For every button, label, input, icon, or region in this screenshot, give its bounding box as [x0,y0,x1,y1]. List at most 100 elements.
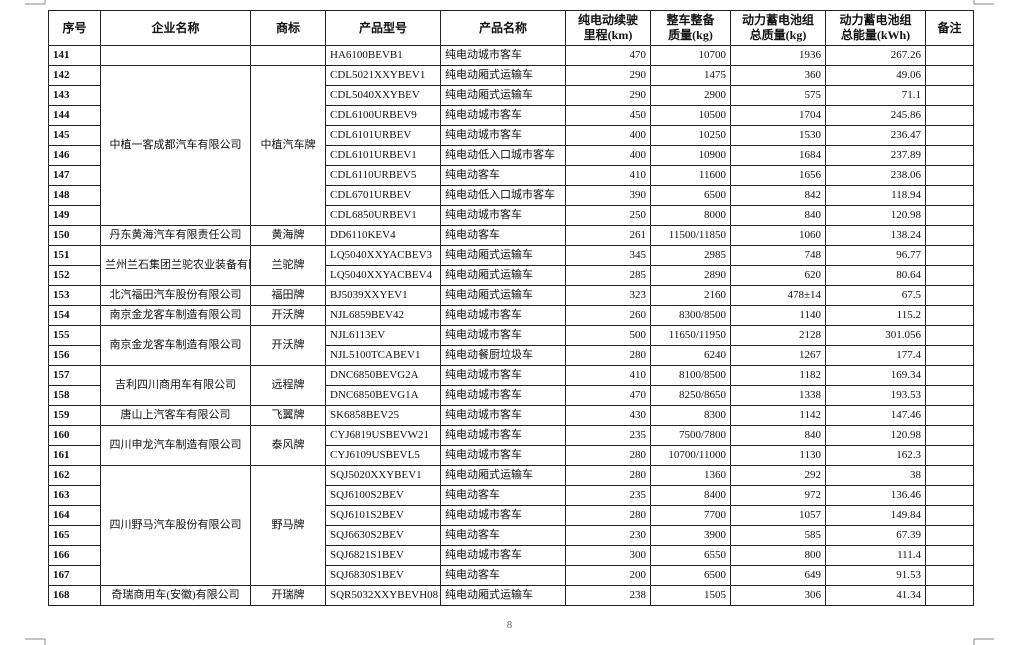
product-name-cell: 纯电动客车 [440,165,566,186]
header-text: 纯电动续驶 [577,13,638,27]
energy-cell: 138.24 [825,225,926,246]
company-cell: 唐山上汽客车有限公司 [100,405,251,426]
mass-cell: 11600 [650,165,731,186]
product-name-cell: 纯电动城市客车 [440,125,566,146]
remark-cell [925,185,974,206]
row-number: 141 [48,45,101,66]
model-cell: SQJ6101S2BEV [325,505,441,526]
range-cell: 470 [565,45,651,66]
model-cell: SQJ5020XXYBEV1 [325,465,441,486]
remark-cell [925,445,974,466]
energy-cell: 96.77 [825,245,926,266]
company-cell: 吉利四川商用车有限公司 [100,365,251,406]
battery-mass-cell: 800 [730,545,826,566]
remark-cell [925,565,974,586]
battery-mass-cell: 1267 [730,345,826,366]
brand-cell: 野马牌 [250,465,326,586]
battery-mass-cell: 620 [730,265,826,286]
row-number: 163 [48,485,101,506]
product-name-cell: 纯电动厢式运输车 [440,245,566,266]
model-cell: HA6100BEVB1 [325,45,441,66]
energy-cell: 136.46 [825,485,926,506]
remark-cell [925,365,974,386]
company-cell: 北汽福田汽车股份有限公司 [100,285,251,306]
model-cell: SQJ6100S2BEV [325,485,441,506]
range-cell: 261 [565,225,651,246]
battery-mass-cell: 748 [730,245,826,266]
header-cell: 产品型号 [325,10,441,46]
energy-cell: 80.64 [825,265,926,286]
brand-cell: 黄海牌 [250,225,326,246]
header-text: 里程(km) [583,28,633,42]
mass-cell: 6240 [650,345,731,366]
battery-mass-cell: 972 [730,485,826,506]
table-row: 152 LQ5040XXYACBEV4 纯电动厢式运输车 285 2890 620 80.6… [48,265,974,286]
model-cell: DNC6850BEVG2A [325,365,441,386]
mass-cell: 8100/8500 [650,365,731,386]
product-name-cell: 纯电动城市客车 [440,45,566,66]
battery-mass-cell: 842 [730,185,826,206]
model-cell: LQ5040XXYACBEV4 [325,265,441,286]
remark-cell [925,125,974,146]
range-cell: 238 [565,585,651,606]
product-name-cell: 纯电动城市客车 [440,105,566,126]
range-cell: 300 [565,545,651,566]
mass-cell: 10900 [650,145,731,166]
energy-cell: 238.06 [825,165,926,186]
remark-cell [925,165,974,186]
table-row: 151兰州兰石集团兰驼农业装备有限公司兰驼牌LQ5040XXYACBEV3纯电动… [48,245,974,286]
row-number: 150 [48,225,101,246]
row-number: 149 [48,205,101,226]
energy-cell: 67.5 [825,285,926,306]
header-cell: 整车整备 质量(kg) [650,10,731,46]
energy-cell: 267.26 [825,45,926,66]
energy-cell: 149.84 [825,505,926,526]
remark-cell [925,585,974,606]
company-cell: 兰州兰石集团兰驼农业装备有限公司 [100,245,251,286]
row-number: 167 [48,565,101,586]
battery-mass-cell: 840 [730,205,826,226]
mass-cell: 8300 [650,405,731,426]
battery-mass-cell: 585 [730,525,826,546]
remark-cell [925,525,974,546]
mass-cell: 8000 [650,205,731,226]
model-cell: CDL5021XXYBEV1 [325,65,441,86]
model-cell: CDL6110URBEV5 [325,165,441,186]
brand-cell [250,45,326,66]
battery-mass-cell: 478±14 [730,285,826,306]
energy-cell: 237.89 [825,145,926,166]
energy-cell: 301.056 [825,325,926,346]
company-cell: 奇瑞商用车(安徽)有限公司 [100,585,251,606]
energy-cell: 49.06 [825,65,926,86]
page-number: 8 [506,619,513,631]
row-number: 146 [48,145,101,166]
battery-mass-cell: 1140 [730,305,826,326]
range-cell: 390 [565,185,651,206]
company-cell: 四川申龙汽车制造有限公司 [100,425,251,466]
model-cell: CDL6100URBEV9 [325,105,441,126]
brand-cell: 开沃牌 [250,305,326,326]
remark-cell [925,465,974,486]
table-row: 149 CDL6850URBEV1 纯电动城市客车 250 8000 840 120.98 [48,205,974,226]
battery-mass-cell: 1936 [730,45,826,66]
table-row: 168 奇瑞商用车(安徽)有限公司 开瑞牌 SQR5032XXYBEVH08 纯电动厢式… [48,585,974,606]
energy-cell: 115.2 [825,305,926,326]
remark-cell [925,325,974,346]
remark-cell [925,205,974,226]
mass-cell: 7500/7800 [650,425,731,446]
table-row: 142 中植一客成都汽车有限公司 中植汽车牌 CDL5021XXYBEV1 纯电动厢式运… [48,65,974,226]
remark-cell [925,65,974,86]
model-cell: BJ5039XXYEV1 [325,285,441,306]
product-name-cell: 纯电动厢式运输车 [440,265,566,286]
range-cell: 470 [565,385,651,406]
table-row: 148 CDL6701URBEV 纯电动低入口城市客车 390 6500 842 118.9… [48,185,974,206]
mass-cell: 10700 [650,45,731,66]
model-cell: CYJ6109USBEVL5 [325,445,441,466]
remark-cell [925,485,974,506]
product-name-cell: 纯电动低入口城市客车 [440,145,566,166]
range-cell: 323 [565,285,651,306]
mass-cell: 7700 [650,505,731,526]
table-row: 166 SQJ6821S1BEV 纯电动城市客车 300 6550 800 111.4 [48,545,974,566]
header-text: 动力蓄电池组 [741,13,814,27]
battery-mass-cell: 1130 [730,445,826,466]
